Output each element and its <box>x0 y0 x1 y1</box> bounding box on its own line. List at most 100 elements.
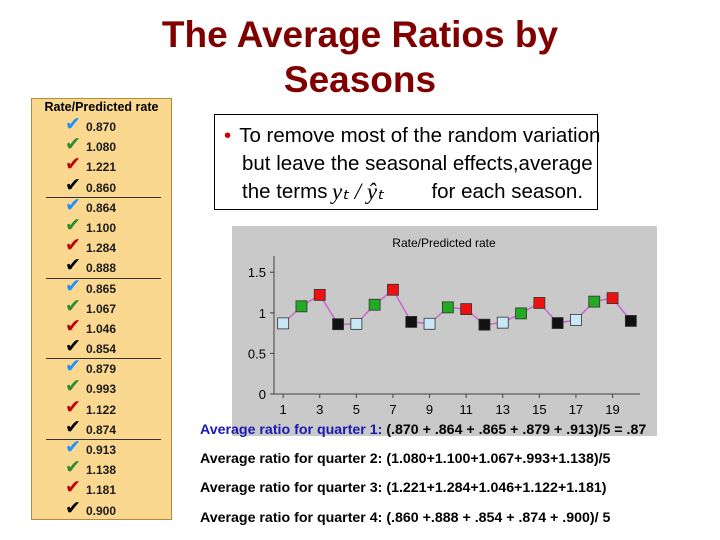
ratio-value: 1.122 <box>86 402 117 417</box>
average-formula: (.860 +.888 + .854 + .874 + .900)/ 5 <box>386 510 611 526</box>
ratio-value: 0.874 <box>86 422 117 437</box>
average-label: Average ratio for quarter 4: <box>200 510 387 526</box>
y-tick-label: 1.5 <box>248 265 266 280</box>
ratio-list: ✔ 0.870 ✔ 1.080 ✔ 1.221 ✔ 0.860 ✔ 0.864 ✔ 1.100 ✔ 1.2… <box>32 114 171 521</box>
data-point <box>570 313 582 326</box>
data-point <box>478 318 491 331</box>
bullet-frame <box>214 114 598 210</box>
ratio-row: ✔ 0.913 <box>32 437 171 460</box>
ratio-value: 0.888 <box>86 261 117 276</box>
x-tick-label: 13 <box>496 402 510 417</box>
check-icon: ✔ <box>65 456 81 479</box>
check-icon: ✔ <box>65 375 81 398</box>
check-icon: ✔ <box>65 213 81 236</box>
data-point <box>533 297 546 309</box>
ratio-row: ✔ 0.993 <box>32 375 171 399</box>
bullet-line-3-pre: the terms <box>242 180 328 203</box>
ratio-value: 0.993 <box>86 382 117 397</box>
ratio-value: 1.080 <box>86 140 117 155</box>
ratio-row: ✔ 0.874 <box>32 415 171 441</box>
ratio-row: ✔ 1.080 <box>32 134 171 157</box>
slide-title: The Average Ratios by Seasons <box>161 14 559 100</box>
bullet-line-3-post: for each season. <box>431 180 584 203</box>
ratio-row: ✔ 1.221 <box>32 153 171 177</box>
data-point <box>405 316 418 328</box>
check-icon: ✔ <box>65 294 81 317</box>
ratio-value: 1.067 <box>86 301 117 316</box>
ratio-table: Rate/Predicted rate ✔ 0.870 ✔ 1.080 ✔ 1.221 ✔ 0… <box>31 98 172 520</box>
ratio-value: 1.181 <box>86 483 117 498</box>
y-tick-label: 1 <box>259 306 266 321</box>
x-tick-label: 11 <box>459 402 473 417</box>
ratio-value: 0.870 <box>86 120 117 134</box>
average-line: Average ratio for quarter 1: (.870 + .86… <box>200 422 720 438</box>
data-point <box>496 316 509 329</box>
data-point <box>387 283 399 296</box>
check-icon: ✔ <box>65 395 81 418</box>
x-tick-label: 19 <box>605 402 619 417</box>
average-line: Average ratio for quarter 3: (1.221+1.28… <box>200 480 720 496</box>
bullet-line-1: To remove most of the random variation <box>239 124 601 147</box>
x-tick-label: 15 <box>532 402 546 417</box>
check-icon: ✔ <box>65 476 81 499</box>
data-point <box>295 300 308 313</box>
ratio-row: ✔ 1.067 <box>32 294 171 319</box>
check-icon: ✔ <box>65 314 81 337</box>
bullet-text: • To remove most of the random variation … <box>224 122 694 206</box>
check-icon: ✔ <box>65 355 81 378</box>
average-line: Average ratio for quarter 4: (.860 +.888… <box>200 510 720 526</box>
data-point <box>588 295 601 308</box>
ratio-row: ✔ 1.122 <box>32 395 171 420</box>
y-tick-label: 0 <box>259 387 266 402</box>
check-icon: ✔ <box>65 335 81 358</box>
data-point <box>277 317 290 330</box>
ratio-row: ✔ 0.864 <box>32 193 171 218</box>
ratio-row: ✔ 0.879 <box>32 355 171 379</box>
average-label: Average ratio for quarter 3: <box>200 480 387 496</box>
ratio-value: 1.284 <box>86 241 117 256</box>
average-formula: (1.080+1.100+1.067+.993+1.138)/5 <box>386 451 611 467</box>
x-tick-label: 5 <box>353 402 360 417</box>
ratio-row: ✔ 1.046 <box>32 314 171 339</box>
average-label: Average ratio for quarter 2: <box>200 451 387 467</box>
x-tick-label: 7 <box>389 402 396 417</box>
check-icon: ✔ <box>65 193 81 216</box>
check-icon: ✔ <box>65 173 81 196</box>
check-icon: ✔ <box>65 274 81 297</box>
ratio-row: ✔ 0.888 <box>32 254 171 279</box>
ratio-row: ✔ 0.860 <box>32 173 171 198</box>
check-icon: ✔ <box>65 496 81 519</box>
x-tick-label: 1 <box>280 402 287 417</box>
data-point <box>332 318 344 331</box>
y-tick-label: 0.5 <box>248 346 266 361</box>
data-point <box>515 307 527 320</box>
x-tick-label: 17 <box>569 402 583 417</box>
data-point <box>368 298 381 311</box>
check-icon: ✔ <box>65 153 81 176</box>
ratio-row: ✔ 1.181 <box>32 476 171 500</box>
data-point <box>350 317 363 330</box>
ratio-row: ✔ 1.100 <box>32 213 171 238</box>
data-point <box>423 317 436 330</box>
ratio-row: ✔ 1.284 <box>32 235 171 258</box>
ratio-row: ✔ 1.138 <box>32 456 171 480</box>
ratio-value: 0.865 <box>86 281 117 296</box>
average-label: Average ratio for quarter 1: <box>200 422 387 438</box>
ratio-value: 0.913 <box>86 443 117 457</box>
average-line: Average ratio for quarter 2: (1.080+1.10… <box>200 451 720 467</box>
bullet-line-2: but leave the seasonal effects,average <box>242 152 593 175</box>
bullet-dot: • <box>224 124 232 147</box>
ratio-row: ✔ 0.870 <box>32 114 171 137</box>
ratio-chart: Rate/Predicted rate 0 0.5 1 1.5 1 3 5 7 9 11 13 15 17… <box>232 226 657 436</box>
check-icon: ✔ <box>65 415 81 438</box>
check-icon: ✔ <box>65 254 81 277</box>
x-tick-label: 9 <box>426 402 433 417</box>
x-tick-label: 3 <box>316 402 323 417</box>
ratio-value: 1.138 <box>86 463 117 478</box>
ratio-value: 1.046 <box>86 321 117 336</box>
ratio-value: 1.100 <box>86 220 117 235</box>
ratio-row: ✔ 0.900 <box>32 496 171 521</box>
ratio-formula: yₜ / ŷₜ <box>332 179 384 204</box>
data-point <box>606 292 619 305</box>
ratio-row: ✔ 0.865 <box>32 274 171 299</box>
